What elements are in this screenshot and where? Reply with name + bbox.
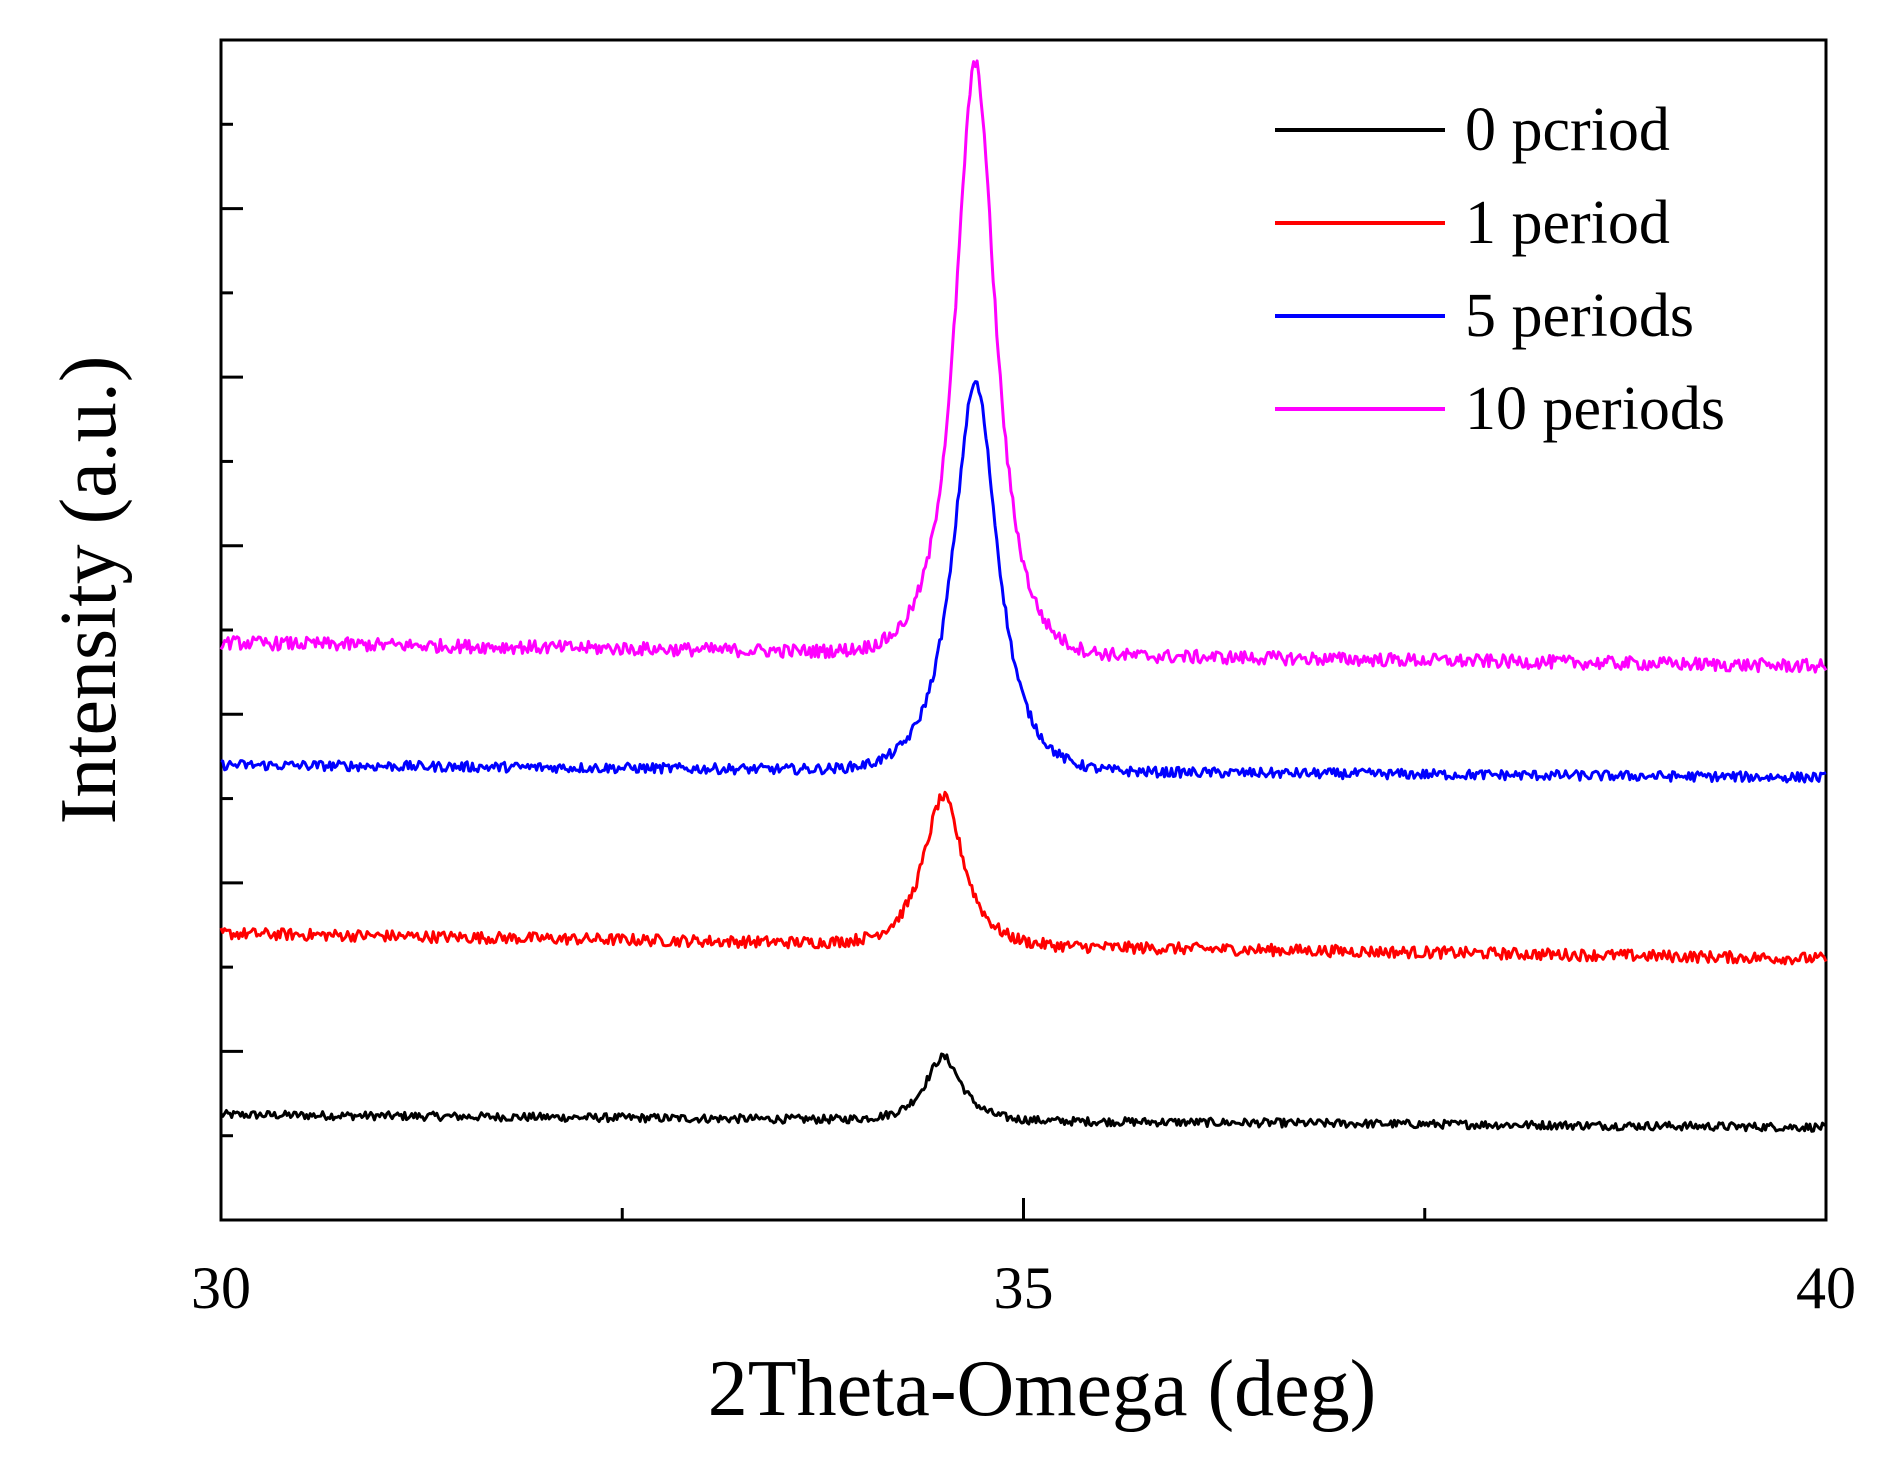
y-tick-layer <box>221 122 243 1138</box>
series-layer <box>219 59 1828 1133</box>
legend-label-1: 1 period <box>1465 189 1670 257</box>
series-line-3 <box>219 59 1828 674</box>
legend-label-0: 0 pcriod <box>1465 96 1670 164</box>
x-tick-label-2: 40 <box>1796 1255 1856 1321</box>
legend-label-2: 5 periods <box>1465 282 1694 350</box>
legend: 0 pcriod 1 period 5 periods 10 periods <box>1275 96 1725 443</box>
series-line-0 <box>219 1052 1827 1133</box>
x-tick-label-1: 35 <box>994 1255 1054 1321</box>
series-line-2 <box>220 380 1827 784</box>
legend-label-3: 10 periods <box>1465 375 1725 443</box>
x-tick-label-0: 30 <box>191 1255 251 1321</box>
x-axis-title: 2Theta-Omega (deg) <box>708 1345 1377 1433</box>
y-axis-title: Intensity (a.u.) <box>45 356 133 825</box>
series-line-1 <box>219 790 1828 966</box>
x-tick-layer: 30 35 40 <box>191 1198 1856 1321</box>
